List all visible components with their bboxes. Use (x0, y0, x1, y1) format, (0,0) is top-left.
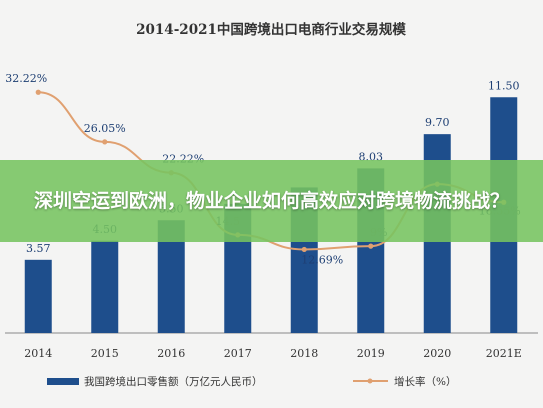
chart-title: 2014-2021中国跨境出口电商行业交易规模 (136, 21, 406, 38)
growth-rate-label: 32.22% (5, 72, 47, 85)
growth-point (301, 246, 307, 253)
legend-swatch-marker (367, 378, 373, 384)
growth-point (368, 243, 374, 249)
x-tick-label: 2016 (157, 347, 185, 360)
legend-label-line: 增长率（%） (394, 375, 456, 388)
x-ticks-layer: 2014 2015 2016 2017 2018 2019 2020 2021E (24, 347, 522, 360)
bar (24, 259, 52, 333)
x-tick-label: 2018 (290, 347, 318, 360)
growth-point (35, 89, 41, 95)
x-tick-label: 2015 (91, 347, 119, 360)
legend-label-bar: 我国跨境出口零售额（万亿元人民币） (84, 375, 263, 388)
legend: 我国跨境出口零售额（万亿元人民币） 增长率（%） (47, 375, 456, 388)
growth-rate-label: 12.69% (301, 253, 343, 266)
growth-rate-label: 26.05% (84, 122, 126, 135)
x-tick-label: 2021E (486, 347, 522, 360)
bar-value-label: 11.50 (488, 79, 520, 92)
headline-text: 深圳空运到欧洲，物业企业如何高效应对跨境物流挑战？ (33, 189, 509, 212)
x-tick-label: 2014 (24, 347, 52, 360)
legend-swatch-bar (47, 378, 79, 385)
bar-value-label: 9.70 (425, 116, 450, 129)
x-tick-label: 2017 (224, 347, 252, 360)
headline-banner: 深圳空运到欧洲，物业企业如何高效应对跨境物流挑战？ (0, 160, 543, 242)
bar (91, 240, 119, 333)
x-tick-label: 2020 (423, 347, 451, 360)
bar-value-label: 3.57 (26, 242, 51, 255)
x-tick-label: 2019 (357, 347, 385, 360)
growth-point (102, 139, 108, 145)
